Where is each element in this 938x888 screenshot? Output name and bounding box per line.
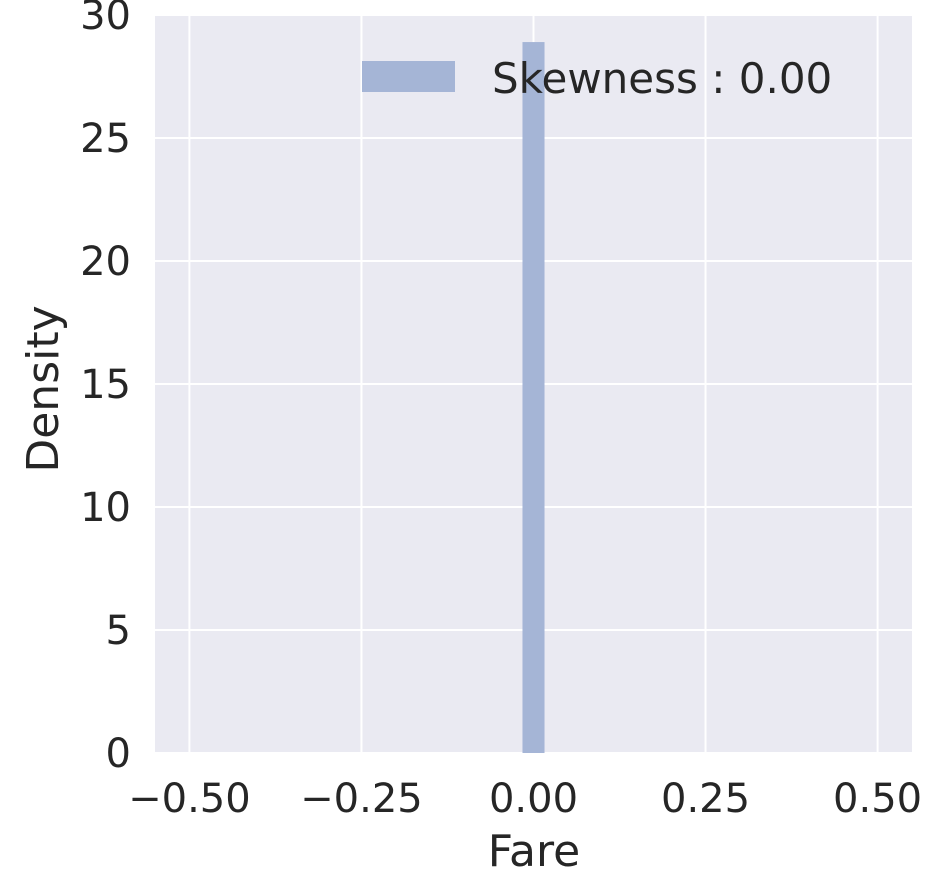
y-axis-label: Density (18, 305, 69, 472)
y-tick-label: 15 (80, 362, 131, 408)
x-axis-label: Fare (488, 826, 580, 877)
y-tick-label: 0 (106, 731, 131, 777)
legend: Skewness : 0.00 (362, 54, 832, 103)
x-tick-label: −0.50 (128, 776, 251, 822)
y-tick-label: 25 (80, 116, 131, 162)
x-tick-label: −0.25 (300, 776, 423, 822)
legend-label: Skewness : 0.00 (492, 54, 832, 103)
y-tick-label: 5 (106, 608, 131, 654)
y-tick-labels: 0 5 10 15 20 25 30 (80, 0, 131, 777)
bars (522, 42, 545, 754)
x-tick-label: 0.00 (489, 776, 578, 822)
y-tick-label: 20 (80, 239, 131, 285)
histogram-bar (522, 42, 545, 754)
y-tick-label: 10 (80, 485, 131, 531)
legend-swatch (362, 61, 455, 92)
x-tick-label: 0.25 (661, 776, 750, 822)
x-tick-labels: −0.50 −0.25 0.00 0.25 0.50 (128, 776, 922, 822)
x-tick-label: 0.50 (833, 776, 922, 822)
y-tick-label: 30 (80, 0, 131, 39)
